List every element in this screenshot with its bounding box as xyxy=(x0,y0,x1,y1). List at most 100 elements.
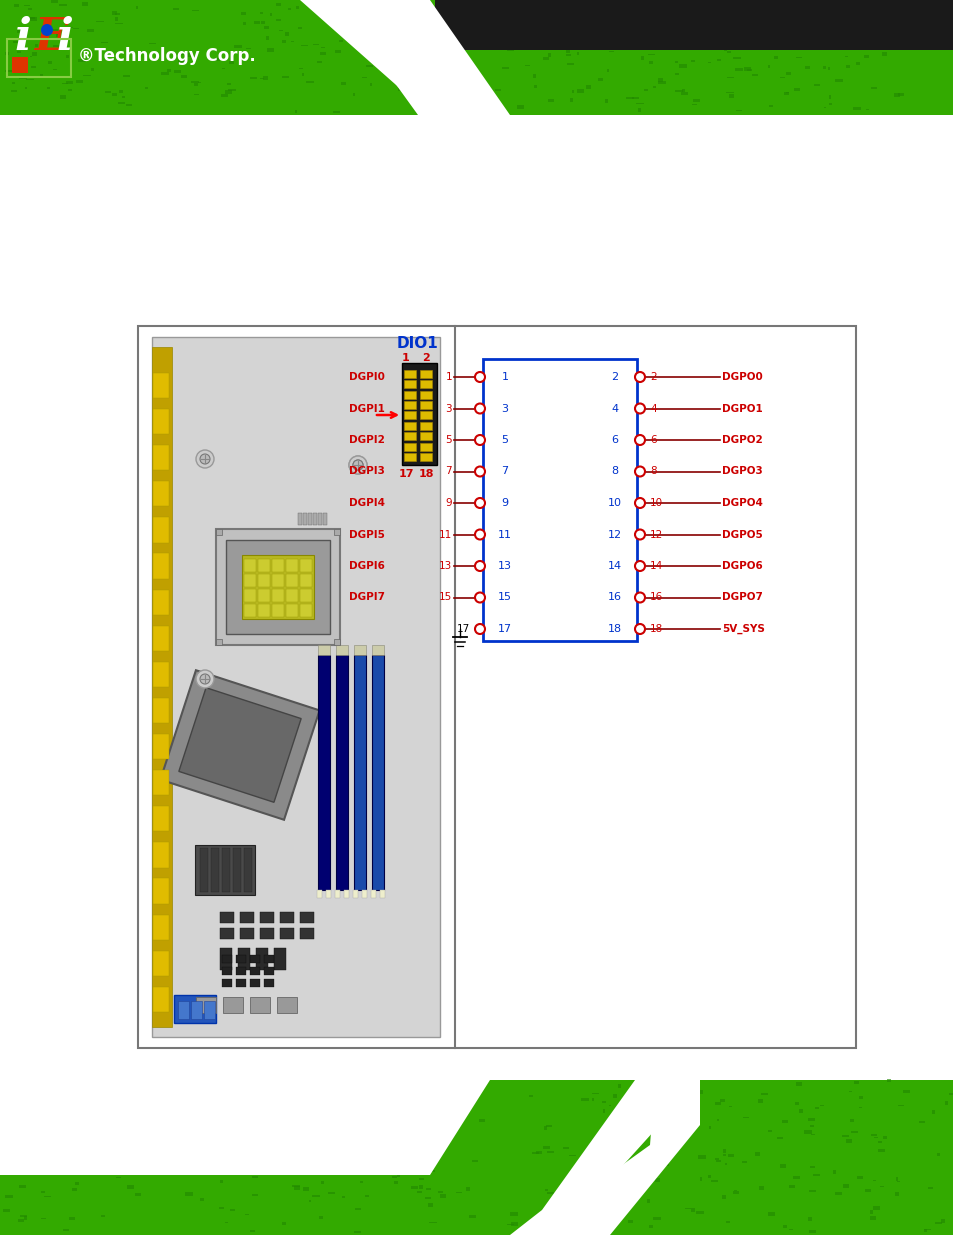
Bar xyxy=(191,1002,202,1019)
Bar xyxy=(389,1146,395,1151)
Text: 12: 12 xyxy=(607,530,621,540)
Bar xyxy=(299,604,312,618)
Bar xyxy=(598,79,602,80)
Bar xyxy=(697,1155,705,1158)
Bar xyxy=(217,1087,220,1091)
Bar xyxy=(550,36,557,40)
Bar xyxy=(24,5,30,6)
Bar xyxy=(228,89,236,90)
Bar xyxy=(350,1166,357,1170)
Bar xyxy=(597,1145,600,1149)
Bar xyxy=(794,88,799,91)
Bar xyxy=(721,1195,725,1199)
Bar xyxy=(272,574,284,587)
Bar xyxy=(767,65,769,68)
Bar xyxy=(472,40,475,43)
Bar xyxy=(335,655,348,890)
Bar xyxy=(882,52,886,56)
Bar xyxy=(781,14,787,16)
Bar xyxy=(66,82,72,84)
Bar xyxy=(67,56,69,58)
Bar xyxy=(152,771,169,795)
Bar xyxy=(506,1224,514,1225)
Bar xyxy=(732,57,740,59)
Bar xyxy=(679,64,686,68)
Bar xyxy=(454,1089,460,1093)
Polygon shape xyxy=(160,671,319,820)
Bar xyxy=(152,337,439,1037)
Bar xyxy=(187,53,192,57)
Bar xyxy=(250,997,270,1013)
Bar xyxy=(699,1177,701,1181)
Bar xyxy=(60,43,67,47)
Bar xyxy=(828,103,832,105)
Bar xyxy=(372,645,384,655)
Text: 5V_SYS: 5V_SYS xyxy=(721,624,764,634)
Bar xyxy=(152,373,169,398)
Bar xyxy=(319,52,326,56)
Text: 2: 2 xyxy=(649,372,656,382)
Bar xyxy=(419,27,424,30)
Bar xyxy=(728,1105,731,1108)
Text: 7: 7 xyxy=(501,467,508,477)
Bar xyxy=(328,1192,335,1194)
Bar xyxy=(306,1156,311,1160)
Bar xyxy=(222,848,230,892)
Bar xyxy=(38,1094,47,1095)
Bar xyxy=(16,51,21,53)
Bar xyxy=(91,68,93,70)
Bar xyxy=(264,967,274,974)
Bar xyxy=(740,6,743,9)
Bar xyxy=(421,58,425,62)
Bar xyxy=(566,54,571,56)
Bar xyxy=(580,1098,588,1102)
Bar xyxy=(244,1088,247,1091)
Bar xyxy=(426,1104,429,1107)
Text: DGPO5: DGPO5 xyxy=(721,530,762,540)
Text: DIO1: DIO1 xyxy=(396,336,438,351)
Circle shape xyxy=(635,372,644,382)
Bar xyxy=(857,12,860,15)
Circle shape xyxy=(200,454,210,464)
Bar xyxy=(722,1153,725,1156)
Text: 12: 12 xyxy=(649,530,662,540)
Bar xyxy=(405,1145,409,1147)
Bar xyxy=(355,1153,360,1157)
Bar xyxy=(419,453,432,461)
Bar xyxy=(220,948,232,969)
Bar xyxy=(927,1187,932,1188)
Polygon shape xyxy=(178,688,301,803)
Bar xyxy=(897,94,903,95)
Bar xyxy=(648,1118,652,1120)
Text: DGPO4: DGPO4 xyxy=(721,498,762,508)
Text: 9: 9 xyxy=(445,498,452,508)
Bar xyxy=(870,1134,876,1136)
Bar xyxy=(931,1110,934,1114)
Bar xyxy=(723,48,726,51)
Bar xyxy=(19,75,27,79)
Bar xyxy=(152,553,169,579)
Bar xyxy=(252,1194,258,1195)
Bar xyxy=(675,90,682,91)
Bar xyxy=(804,65,809,69)
Bar xyxy=(0,1079,953,1235)
Bar xyxy=(396,1173,399,1177)
Bar xyxy=(152,626,169,651)
Bar xyxy=(618,1084,620,1088)
Bar xyxy=(187,1123,190,1126)
Bar xyxy=(123,75,130,78)
Bar xyxy=(576,28,578,31)
Bar xyxy=(562,12,569,14)
Bar xyxy=(365,65,373,67)
Bar xyxy=(178,59,184,63)
Text: DGPO3: DGPO3 xyxy=(721,467,762,477)
Bar xyxy=(403,401,416,409)
Text: DGPO7: DGPO7 xyxy=(721,593,762,603)
Bar xyxy=(145,86,148,89)
Bar xyxy=(534,85,537,89)
Bar xyxy=(571,90,574,93)
Bar xyxy=(252,1176,258,1178)
Bar xyxy=(234,44,242,48)
Bar xyxy=(105,91,111,94)
Bar xyxy=(418,1178,423,1179)
